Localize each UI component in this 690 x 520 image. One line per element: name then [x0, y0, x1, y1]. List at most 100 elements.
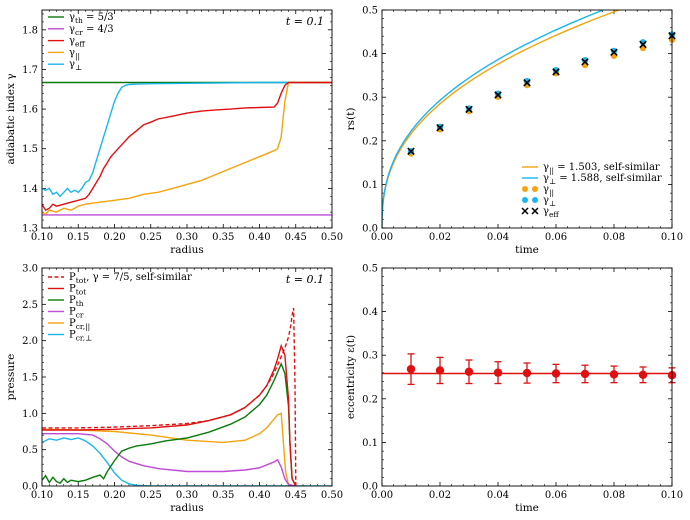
x-tick-label: 0.40 — [248, 490, 270, 501]
x-tick-label: 0.00 — [371, 490, 393, 501]
legend-label: γeff — [69, 36, 85, 49]
plot-frame — [41, 9, 333, 229]
legend-label: γth = 5/3 — [69, 12, 114, 25]
series-line — [42, 362, 297, 486]
x-tick-label: 0.45 — [285, 232, 307, 243]
cross-marker — [494, 91, 502, 99]
x-tick-label: 0.02 — [429, 490, 451, 501]
y-tick-label: 1.4 — [22, 184, 38, 195]
legend-label: γ|| — [543, 184, 554, 197]
legend-label: γ⊥ — [69, 59, 82, 72]
y-tick-label: 0.0 — [362, 482, 378, 493]
legend-label: Pth — [69, 295, 84, 308]
self-similar-line — [382, 10, 605, 228]
legend: Ptot, γ = 7/5, self-similarPtotPthPcrPcr… — [48, 272, 192, 343]
y-axis-label: pressure — [5, 354, 17, 401]
legend-label: γeff — [543, 206, 559, 219]
series-line — [42, 81, 332, 198]
legend-label: Ptot, γ = 7/5, self-similar — [69, 272, 192, 285]
x-tick-label: 0.25 — [140, 490, 162, 501]
panel-pressure: 0.10 0.15 0.20 0.25 0.30 0.35 0.40 0.45 0.50 0.0 0… — [5, 264, 343, 515]
x-axis-label: time — [515, 502, 539, 514]
series-line — [42, 81, 332, 215]
y-tick-label: 0.3 — [362, 93, 378, 104]
plot-frame — [41, 267, 333, 487]
x-tick-label: 0.04 — [487, 490, 509, 501]
legend-label: Pcr — [69, 307, 84, 320]
cross-marker — [581, 58, 589, 66]
data-point — [610, 47, 618, 55]
cross-stroke — [523, 79, 531, 87]
y-tick-label: 1.8 — [22, 25, 38, 36]
x-tick-label: 0.20 — [103, 232, 125, 243]
time-annotation: t = 0.1 — [286, 15, 324, 28]
x-tick-label: 0.35 — [212, 490, 234, 501]
data-point — [609, 370, 619, 379]
x-tick-label: 0.50 — [321, 232, 343, 243]
cross-marker — [407, 147, 415, 156]
x-tick-label: 0.15 — [67, 232, 89, 243]
x-axis-label: time — [515, 244, 539, 256]
cross-marker — [610, 48, 618, 57]
x-tick-label: 0.40 — [248, 232, 270, 243]
cross-stroke — [436, 123, 444, 132]
y-axis-label: adiabatic index γ — [5, 74, 17, 165]
series-line — [42, 343, 297, 486]
x-axis-label: radius — [170, 244, 204, 256]
series-line — [42, 412, 296, 486]
x-tick-label: 0.50 — [321, 490, 343, 501]
x-tick-label: 0.35 — [212, 232, 234, 243]
y-tick-label: 0.5 — [362, 264, 378, 275]
data-point — [552, 66, 560, 74]
y-tick-label: 0.2 — [362, 136, 378, 147]
x-tick-label: 0.08 — [603, 232, 625, 243]
cross-marker — [436, 123, 444, 132]
data-point — [638, 370, 648, 380]
data-point — [522, 368, 532, 378]
y-tick-label: 0.0 — [362, 224, 378, 235]
cross-marker — [523, 79, 531, 87]
legend-swatch — [521, 207, 529, 215]
x-tick-label: 0.00 — [371, 232, 393, 243]
legend-label: γ⊥ — [543, 195, 556, 208]
y-tick-label: 0.3 — [362, 351, 378, 362]
legend-swatch — [531, 207, 539, 215]
cross-marker — [552, 68, 560, 76]
x-tick-label: 0.06 — [545, 232, 567, 243]
legend-swatch — [522, 197, 528, 203]
y-axis-label: rs(t) — [345, 108, 357, 131]
legend-label: Pcr,⊥ — [69, 330, 92, 343]
x-tick-label: 0.04 — [487, 232, 509, 243]
x-tick-label: 0.02 — [429, 232, 451, 243]
y-tick-label: 1.6 — [22, 105, 38, 116]
series-line — [42, 81, 332, 212]
plot-frame — [381, 9, 673, 229]
legend-label: Pcr,|| — [69, 318, 90, 331]
y-tick-label: 0.4 — [362, 307, 378, 318]
cross-stroke — [465, 105, 473, 114]
y-tick-label: 0.1 — [362, 180, 378, 191]
legend-label: γ|| = 1.503, self-similar — [543, 162, 660, 175]
data-point — [551, 369, 561, 378]
y-axis-label: eccentricity ε(t) — [345, 335, 357, 419]
plot-frame — [381, 267, 673, 487]
data-point — [494, 90, 502, 97]
y-tick-label: 2.5 — [22, 300, 38, 311]
x-tick-label: 0.15 — [67, 490, 89, 501]
legend-swatch — [522, 186, 528, 192]
legend-swatch — [532, 197, 538, 203]
cross-stroke — [494, 91, 502, 99]
panel-eccentricity: 0.00 0.02 0.04 0.06 0.08 0.10 0.0 0.1 0.2 0.3 0.4 0… — [345, 264, 683, 515]
cross-stroke — [581, 58, 589, 66]
data-point — [435, 366, 445, 375]
x-tick-label: 0.45 — [285, 490, 307, 501]
y-tick-label: 0.5 — [362, 6, 378, 17]
legend-label: γcr = 4/3 — [69, 24, 114, 37]
data-point — [406, 364, 416, 374]
panel-gamma: 0.10 0.15 0.20 0.25 0.30 0.35 0.40 0.45 0.50 1.3 1… — [5, 9, 343, 256]
x-tick-label: 0.25 — [140, 232, 162, 243]
series-line — [42, 433, 296, 486]
